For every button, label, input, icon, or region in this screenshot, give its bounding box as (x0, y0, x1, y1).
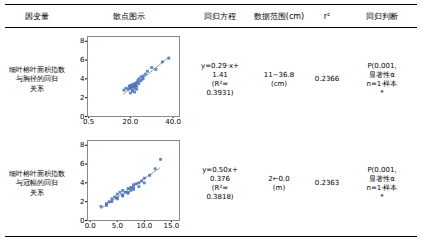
html-text:P(0.001, 显著性α n=1·样本 *: P(0.001, 显著性α n=1·样本 * (366, 165, 398, 202)
svg-text:40.0: 40.0 (165, 118, 181, 126)
svg-text:8: 8 (80, 37, 84, 45)
svg-text:15.0: 15.0 (164, 222, 180, 230)
html-text:y=0.29·x+ 1.41 (R²= 0.3931): y=0.29·x+ 1.41 (R²= 0.3931) (201, 61, 239, 98)
html-text:0.2363: 0.2363 (314, 179, 340, 188)
svg-text:6: 6 (80, 160, 85, 168)
html-text:细叶榕叶面积指数 与冠幅的回归 关系: 细叶榕叶面积指数 与冠幅的回归 关系 (9, 170, 65, 197)
html-text:P(0.001, 显著性α n=1·样本 *: P(0.001, 显著性α n=1·样本 * (366, 61, 398, 98)
svg-text:4: 4 (80, 75, 85, 83)
svg-text:2: 2 (80, 198, 84, 206)
html-text:因变量: 因变量 (25, 11, 49, 21)
html-text:11~36.8 (cm): 11~36.8 (cm) (263, 70, 295, 88)
svg-text:8: 8 (80, 141, 84, 149)
html-text:r²: r² (323, 11, 331, 21)
html-text:y=0.50x+ 0.376 (R²= 0.3818): y=0.50x+ 0.376 (R²= 0.3818) (202, 165, 238, 202)
svg-text:0: 0 (80, 112, 85, 121)
svg-text:6: 6 (80, 56, 85, 64)
svg-text:5.0: 5.0 (112, 222, 123, 230)
svg-text:2: 2 (80, 94, 84, 102)
html-text:回归方程: 回归方程 (204, 11, 236, 21)
svg-text:4: 4 (80, 179, 85, 187)
html-text:2←0.0 (m): 2←0.0 (m) (268, 174, 290, 192)
html-text:数据范围(cm): 数据范围(cm) (253, 11, 305, 21)
html-text:0.2366: 0.2366 (314, 75, 340, 84)
svg-text:0: 0 (80, 216, 85, 225)
svg-text:20.0: 20.0 (122, 118, 138, 126)
html-text:回归判断: 回归判断 (366, 11, 398, 21)
svg-text:10.0: 10.0 (137, 222, 153, 230)
svg-text:0.5: 0.5 (83, 118, 94, 126)
html-text:细叶榕叶面积指数 与胸径的回归 关系: 细叶榕叶面积指数 与胸径的回归 关系 (9, 66, 65, 93)
svg-text:0.0: 0.0 (85, 222, 96, 230)
html-text:散点图示: 散点图示 (113, 11, 145, 21)
